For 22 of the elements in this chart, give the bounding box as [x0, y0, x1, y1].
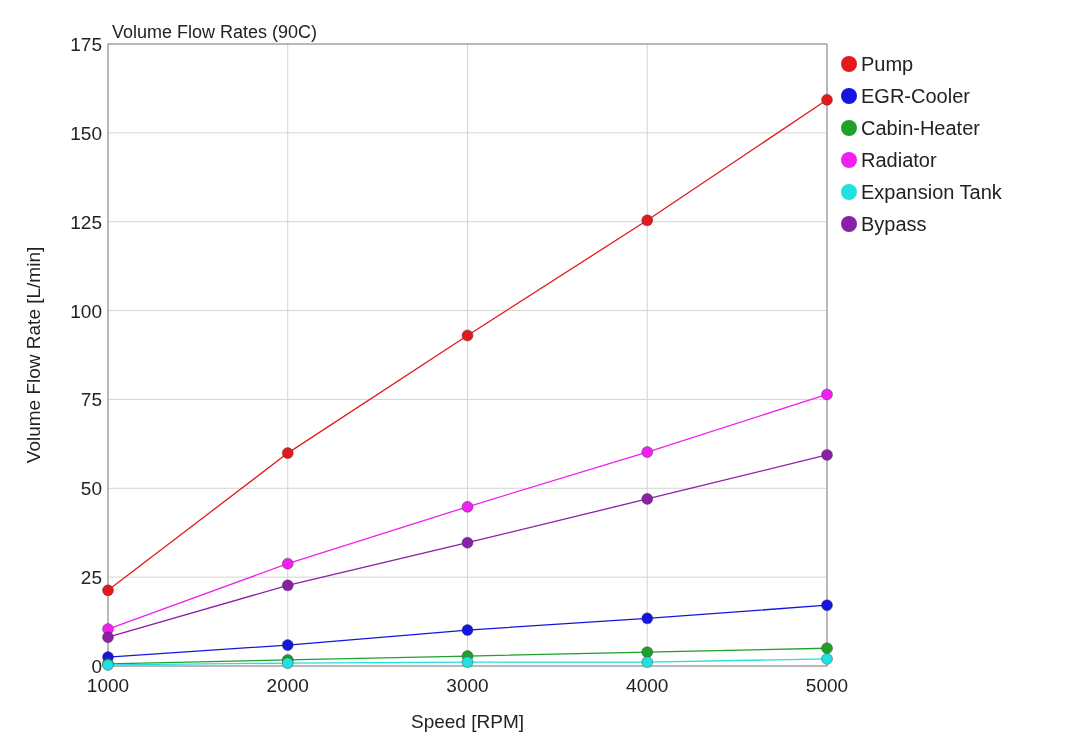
y-tick-label: 75: [80, 389, 102, 411]
x-tick-label: 1000: [86, 675, 130, 696]
y-tick-label: 125: [70, 211, 102, 233]
y-tick-label: 175: [70, 34, 102, 55]
x-axis-title: Speed [RPM]: [411, 711, 524, 732]
y-tick-label: 25: [80, 567, 102, 589]
chart-title: Volume Flow Rates (90C): [112, 22, 318, 42]
x-tick-label: 3000: [446, 675, 489, 696]
legend-label: Radiator: [861, 149, 937, 171]
legend-label: Pump: [861, 53, 914, 75]
y-tick-label: 100: [70, 300, 102, 322]
y-tick-label: 150: [70, 122, 102, 144]
x-tick-label: 5000: [805, 675, 849, 696]
y-tick-label: 50: [80, 478, 102, 500]
legend-label: Cabin-Heater: [861, 117, 981, 139]
x-tick-label: 4000: [626, 675, 669, 696]
y-tick-label: 0: [91, 656, 102, 677]
x-tick-label: 2000: [266, 675, 309, 696]
legend-label: Expansion Tank: [861, 181, 1003, 203]
legend-label: EGR-Cooler: [861, 85, 971, 107]
y-axis-title: Volume Flow Rate [L/min]: [23, 246, 44, 464]
legend-label: Bypass: [861, 213, 927, 235]
